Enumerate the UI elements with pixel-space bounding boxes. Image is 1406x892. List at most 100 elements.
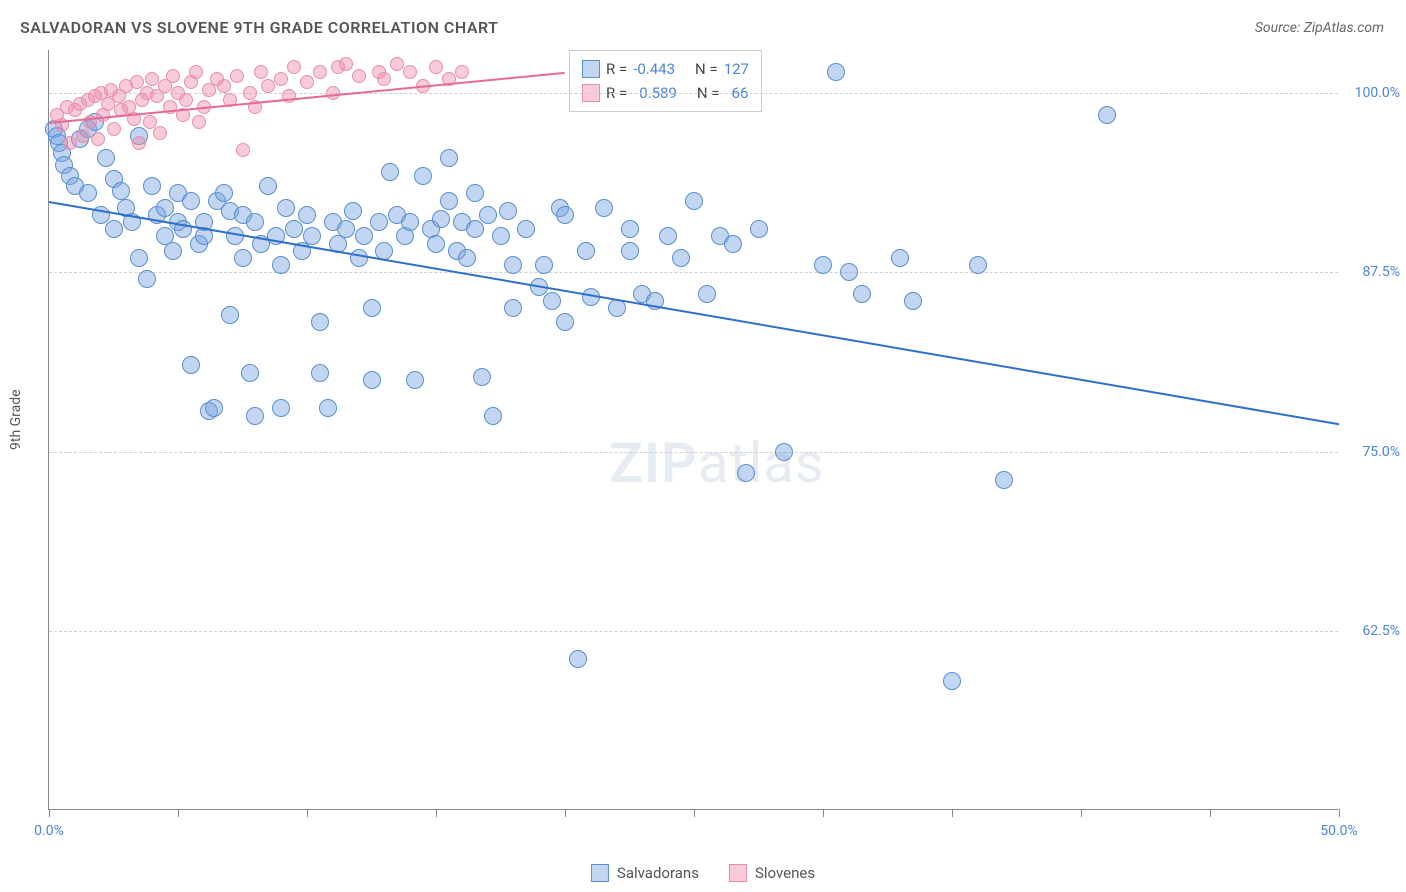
scatter-point: [414, 167, 432, 185]
bottom-label-salvadorans: Salvadorans: [617, 864, 699, 882]
x-tick: [49, 809, 50, 817]
x-tick: [565, 809, 566, 817]
scatter-point: [277, 199, 295, 217]
scatter-point: [621, 220, 639, 238]
scatter-point: [166, 69, 180, 83]
y-tick-label: 75.0%: [1362, 444, 1400, 460]
scatter-point: [569, 650, 587, 668]
x-tick-label: 50.0%: [1320, 823, 1358, 839]
bottom-legend-item-1: Salvadorans: [591, 864, 699, 882]
scatter-point: [556, 313, 574, 331]
legend-n-value-1: 127: [724, 57, 749, 81]
scatter-point: [112, 182, 130, 200]
scatter-point: [737, 464, 755, 482]
gridline-h: [49, 631, 1338, 632]
scatter-point: [840, 263, 858, 281]
scatter-point: [363, 299, 381, 317]
chart-title: SALVADORAN VS SLOVENE 9TH GRADE CORRELAT…: [20, 18, 499, 37]
scatter-point: [339, 57, 353, 71]
scatter-point: [621, 242, 639, 260]
scatter-point: [466, 220, 484, 238]
y-axis-label: 9th Grade: [8, 389, 24, 450]
watermark: ZIPatlas: [609, 430, 825, 496]
scatter-point: [685, 192, 703, 210]
scatter-point: [287, 60, 301, 74]
scatter-point: [272, 399, 290, 417]
scatter-point: [775, 443, 793, 461]
scatter-point: [535, 256, 553, 274]
gridline-h: [49, 452, 1338, 453]
scatter-point: [300, 75, 314, 89]
scatter-point: [432, 210, 450, 228]
legend-n-prefix-1: N =: [695, 57, 718, 81]
scatter-point: [303, 227, 321, 245]
scatter-point: [853, 285, 871, 303]
scatter-point: [401, 213, 419, 231]
scatter-point: [355, 227, 373, 245]
y-tick-label: 100.0%: [1355, 85, 1400, 101]
scatter-point: [319, 399, 337, 417]
scatter-point: [298, 206, 316, 224]
scatter-point: [577, 242, 595, 260]
scatter-point: [192, 115, 206, 129]
scatter-point: [390, 57, 404, 71]
gridline-h: [49, 272, 1338, 273]
x-tick: [1210, 809, 1211, 817]
scatter-point: [105, 220, 123, 238]
scatter-point: [274, 72, 288, 86]
scatter-point: [130, 75, 144, 89]
scatter-point: [153, 126, 167, 140]
bottom-swatch-slovenes: [729, 864, 747, 882]
scatter-point: [943, 672, 961, 690]
scatter-point: [350, 249, 368, 267]
scatter-point: [130, 249, 148, 267]
scatter-point: [241, 364, 259, 382]
scatter-point: [189, 65, 203, 79]
scatter-point: [479, 206, 497, 224]
scatter-point: [254, 65, 268, 79]
scatter-point: [440, 192, 458, 210]
x-tick: [952, 809, 953, 817]
x-tick: [436, 809, 437, 817]
scatter-point: [76, 129, 90, 143]
bottom-legend: Salvadorans Slovenes: [591, 864, 815, 882]
x-tick: [1081, 809, 1082, 817]
y-tick-label: 62.5%: [1362, 623, 1400, 639]
scatter-point: [344, 202, 362, 220]
chart-container: SALVADORAN VS SLOVENE 9TH GRADE CORRELAT…: [0, 0, 1406, 892]
scatter-point: [285, 220, 303, 238]
legend-row-1: R = -0.443 N = 127: [582, 57, 749, 81]
scatter-point: [234, 249, 252, 267]
scatter-point: [517, 220, 535, 238]
x-tick: [1339, 809, 1340, 817]
scatter-point: [827, 63, 845, 81]
scatter-point: [311, 364, 329, 382]
scatter-point: [381, 163, 399, 181]
scatter-point: [243, 86, 257, 100]
scatter-point: [458, 249, 476, 267]
scatter-point: [406, 371, 424, 389]
legend-r-prefix-1: R =: [606, 57, 627, 81]
scatter-point: [504, 256, 522, 274]
scatter-point: [814, 256, 832, 274]
scatter-point: [236, 143, 250, 157]
scatter-point: [473, 368, 491, 386]
scatter-point: [904, 292, 922, 310]
scatter-point: [205, 399, 223, 417]
scatter-point: [179, 93, 193, 107]
scatter-point: [891, 249, 909, 267]
plot-area: ZIPatlas R = -0.443 N = 127 R = 0.589 N …: [48, 50, 1338, 810]
bottom-swatch-salvadorans: [591, 864, 609, 882]
scatter-point: [556, 206, 574, 224]
bottom-label-slovenes: Slovenes: [755, 864, 815, 882]
scatter-point: [230, 69, 244, 83]
scatter-point: [63, 136, 77, 150]
source-label: Source: ZipAtlas.com: [1255, 20, 1384, 36]
scatter-point: [79, 184, 97, 202]
scatter-point: [595, 199, 613, 217]
legend-r-value-1: -0.443: [633, 57, 675, 81]
scatter-point: [969, 256, 987, 274]
scatter-point: [504, 299, 522, 317]
scatter-point: [698, 285, 716, 303]
scatter-point: [313, 65, 327, 79]
